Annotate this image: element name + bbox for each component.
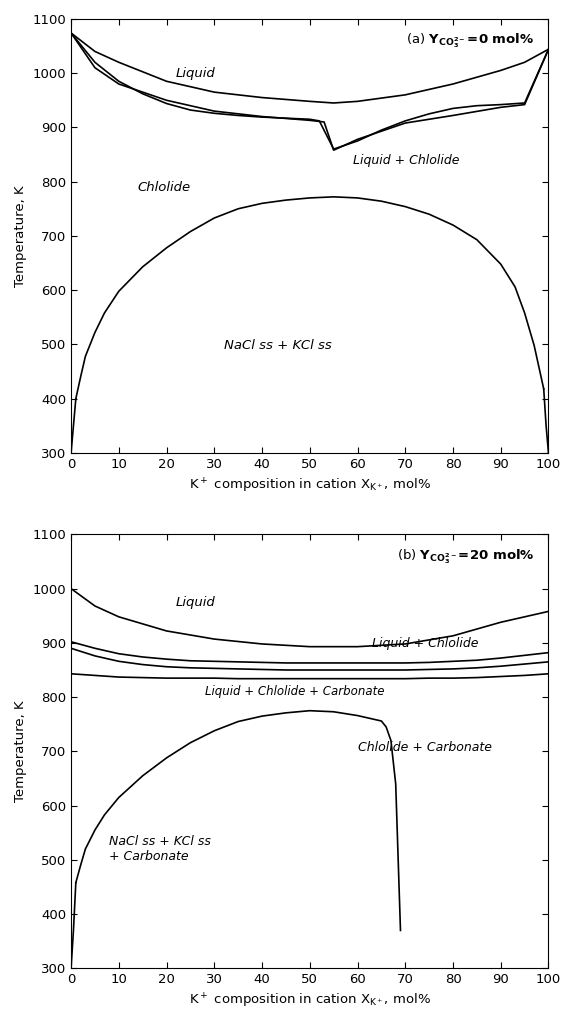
Text: Liquid + Chlolide: Liquid + Chlolide [372,637,478,649]
Text: Liquid + Chlolide: Liquid + Chlolide [352,154,459,167]
Text: NaCl ss + KCl ss: NaCl ss + KCl ss [224,339,332,352]
Text: Chlolide: Chlolide [138,181,191,195]
Text: Liquid: Liquid [176,67,216,80]
Text: Liquid + Chlolide + Carbonate: Liquid + Chlolide + Carbonate [205,685,384,698]
Text: Liquid: Liquid [176,596,216,609]
Text: Chlolide + Carbonate: Chlolide + Carbonate [358,741,492,755]
X-axis label: K$^+$ composition in cation X$_{\mathrm{K^+}}$, mol%: K$^+$ composition in cation X$_{\mathrm{… [189,992,431,1010]
Text: NaCl ss + KCl ss
+ Carbonate: NaCl ss + KCl ss + Carbonate [109,835,211,863]
X-axis label: K$^+$ composition in cation X$_{\mathrm{K^+}}$, mol%: K$^+$ composition in cation X$_{\mathrm{… [189,476,431,495]
Y-axis label: Temperature, K: Temperature, K [14,700,27,802]
Text: (b) $\mathbf{Y_{CO_3^{2-}}\!=\!20\ mol\%}$: (b) $\mathbf{Y_{CO_3^{2-}}\!=\!20\ mol\%… [397,548,534,566]
Text: (a) $\mathbf{Y_{CO_3^{2-}}\!=\!0\ mol\%}$: (a) $\mathbf{Y_{CO_3^{2-}}\!=\!0\ mol\%}… [406,32,534,50]
Y-axis label: Temperature, K: Temperature, K [14,185,27,287]
